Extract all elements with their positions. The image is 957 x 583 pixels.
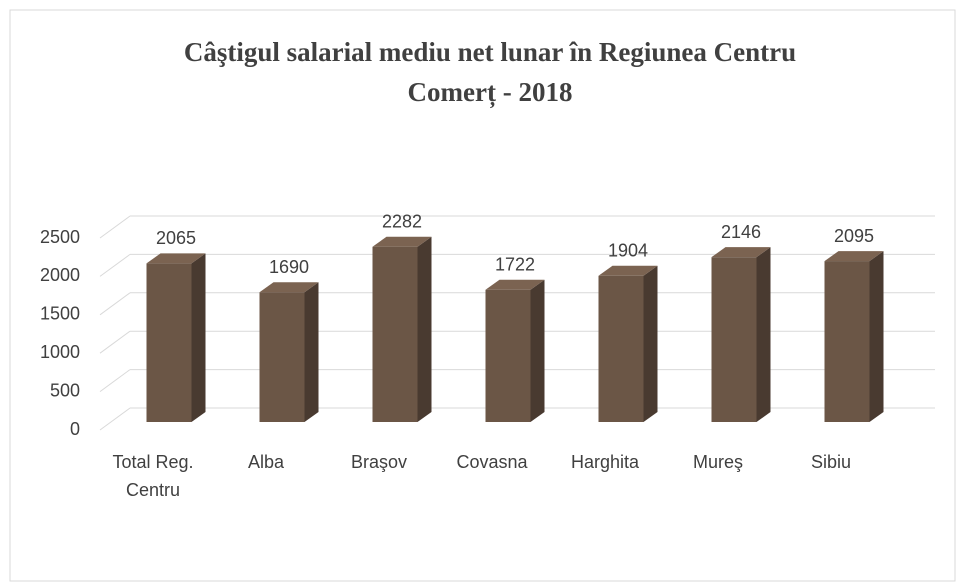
- bar: [485, 289, 531, 422]
- bar: [711, 257, 757, 422]
- data-label: 2065: [156, 228, 196, 248]
- bar-top: [598, 265, 658, 276]
- grid-line: [99, 369, 131, 393]
- x-tick-label: Sibiu: [811, 452, 851, 472]
- bar-top: [824, 251, 884, 262]
- bar-top: [372, 236, 432, 247]
- data-label: 1690: [269, 257, 309, 277]
- bar: [146, 263, 192, 422]
- y-tick-label: 2500: [40, 227, 80, 247]
- bar: [824, 261, 870, 422]
- data-label: 1904: [608, 241, 648, 261]
- x-tick-label: Alba: [248, 452, 285, 472]
- bar-top: [485, 279, 545, 290]
- x-tick-label: Covasna: [456, 452, 528, 472]
- y-tick-label: 1500: [40, 304, 80, 324]
- bar-side: [417, 236, 432, 422]
- data-label: 2282: [382, 211, 422, 231]
- bar-side: [304, 282, 319, 422]
- data-label: 2095: [834, 226, 874, 246]
- bar-side: [191, 253, 206, 422]
- data-label: 2146: [721, 222, 761, 242]
- y-tick-label: 1000: [40, 342, 80, 362]
- grid-line: [99, 407, 131, 431]
- bar-top: [146, 253, 206, 264]
- bar-side: [756, 247, 771, 422]
- y-tick-label: 0: [70, 419, 80, 439]
- y-tick-label: 500: [50, 380, 80, 400]
- grid-line: [99, 215, 131, 239]
- bar-top: [259, 282, 319, 293]
- chart-title: Câştigul salarial mediu net lunar în Reg…: [184, 37, 796, 67]
- bar-side: [643, 265, 658, 422]
- x-tick-label: Harghita: [571, 452, 640, 472]
- bar: [372, 246, 418, 422]
- x-tick-label: Mureş: [693, 452, 743, 472]
- bar: [259, 292, 305, 422]
- chart-subtitle: Comerț - 2018: [408, 77, 573, 108]
- x-tick-label: Total Reg. Centru: [112, 452, 193, 500]
- y-tick-label: 2000: [40, 265, 80, 285]
- bar-side: [530, 279, 545, 422]
- grid-line: [99, 330, 131, 354]
- x-tick-label: Braşov: [351, 452, 407, 472]
- bar-side: [869, 251, 884, 422]
- grid-line: [99, 253, 131, 277]
- grid-line: [99, 292, 131, 316]
- bar-top: [711, 247, 771, 258]
- data-label: 1722: [495, 255, 535, 275]
- bar: [598, 275, 644, 422]
